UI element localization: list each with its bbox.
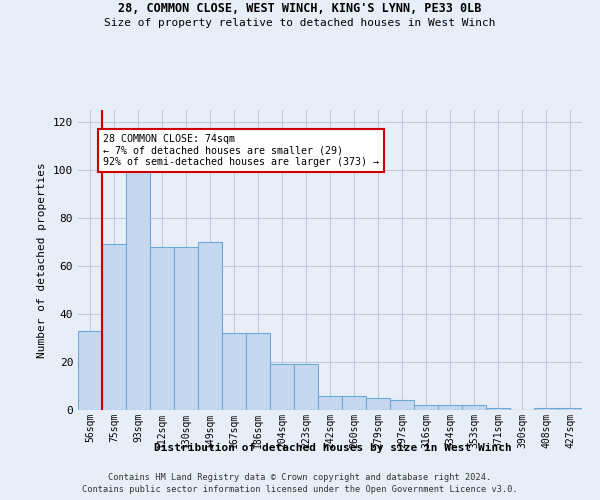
Text: Size of property relative to detached houses in West Winch: Size of property relative to detached ho… xyxy=(104,18,496,28)
Bar xyxy=(438,405,462,410)
Bar xyxy=(462,405,486,410)
Text: Contains HM Land Registry data © Crown copyright and database right 2024.: Contains HM Land Registry data © Crown c… xyxy=(109,472,491,482)
Bar xyxy=(126,170,150,410)
Bar xyxy=(222,333,246,410)
Text: 28, COMMON CLOSE, WEST WINCH, KING'S LYNN, PE33 0LB: 28, COMMON CLOSE, WEST WINCH, KING'S LYN… xyxy=(118,2,482,16)
Bar xyxy=(270,364,294,410)
Bar xyxy=(534,408,558,410)
Bar xyxy=(78,331,102,410)
Text: Contains public sector information licensed under the Open Government Licence v3: Contains public sector information licen… xyxy=(82,485,518,494)
Text: Distribution of detached houses by size in West Winch: Distribution of detached houses by size … xyxy=(154,442,512,452)
Bar xyxy=(102,244,126,410)
Bar xyxy=(390,400,414,410)
Bar xyxy=(558,408,582,410)
Y-axis label: Number of detached properties: Number of detached properties xyxy=(37,162,47,358)
Bar xyxy=(294,364,318,410)
Bar xyxy=(198,242,222,410)
Bar xyxy=(318,396,342,410)
Bar xyxy=(366,398,390,410)
Bar xyxy=(246,333,270,410)
Bar xyxy=(174,247,198,410)
Bar xyxy=(486,408,510,410)
Text: 28 COMMON CLOSE: 74sqm
← 7% of detached houses are smaller (29)
92% of semi-deta: 28 COMMON CLOSE: 74sqm ← 7% of detached … xyxy=(103,134,379,167)
Bar xyxy=(342,396,366,410)
Bar xyxy=(150,247,174,410)
Bar xyxy=(414,405,438,410)
